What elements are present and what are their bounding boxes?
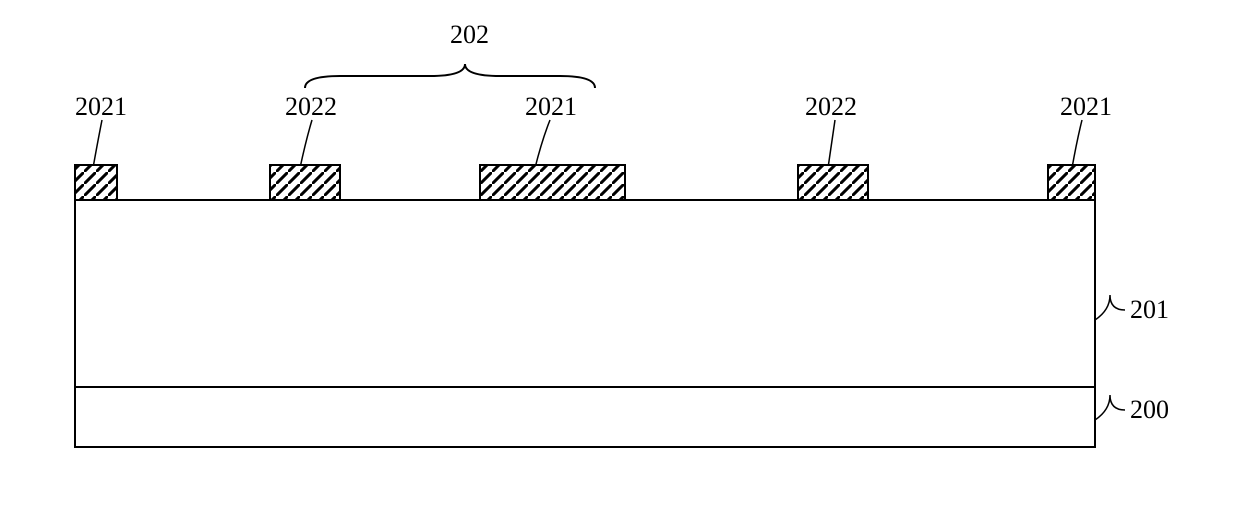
- diagram-svg: [60, 40, 1160, 470]
- block-2022-2: [798, 165, 868, 200]
- block-2021-1: [75, 165, 117, 200]
- leader-201: [1095, 295, 1125, 320]
- block-2021-2: [480, 165, 625, 200]
- layer-200: [75, 387, 1095, 447]
- layer-201: [75, 200, 1095, 387]
- label-201: 201: [1130, 295, 1169, 325]
- block-2021-3: [1048, 165, 1095, 200]
- block-2022-1: [270, 165, 340, 200]
- leader-200: [1095, 395, 1125, 420]
- cross-section-figure: 202 2021 2022 2021 2022 2021: [60, 40, 1160, 470]
- label-200: 200: [1130, 395, 1169, 425]
